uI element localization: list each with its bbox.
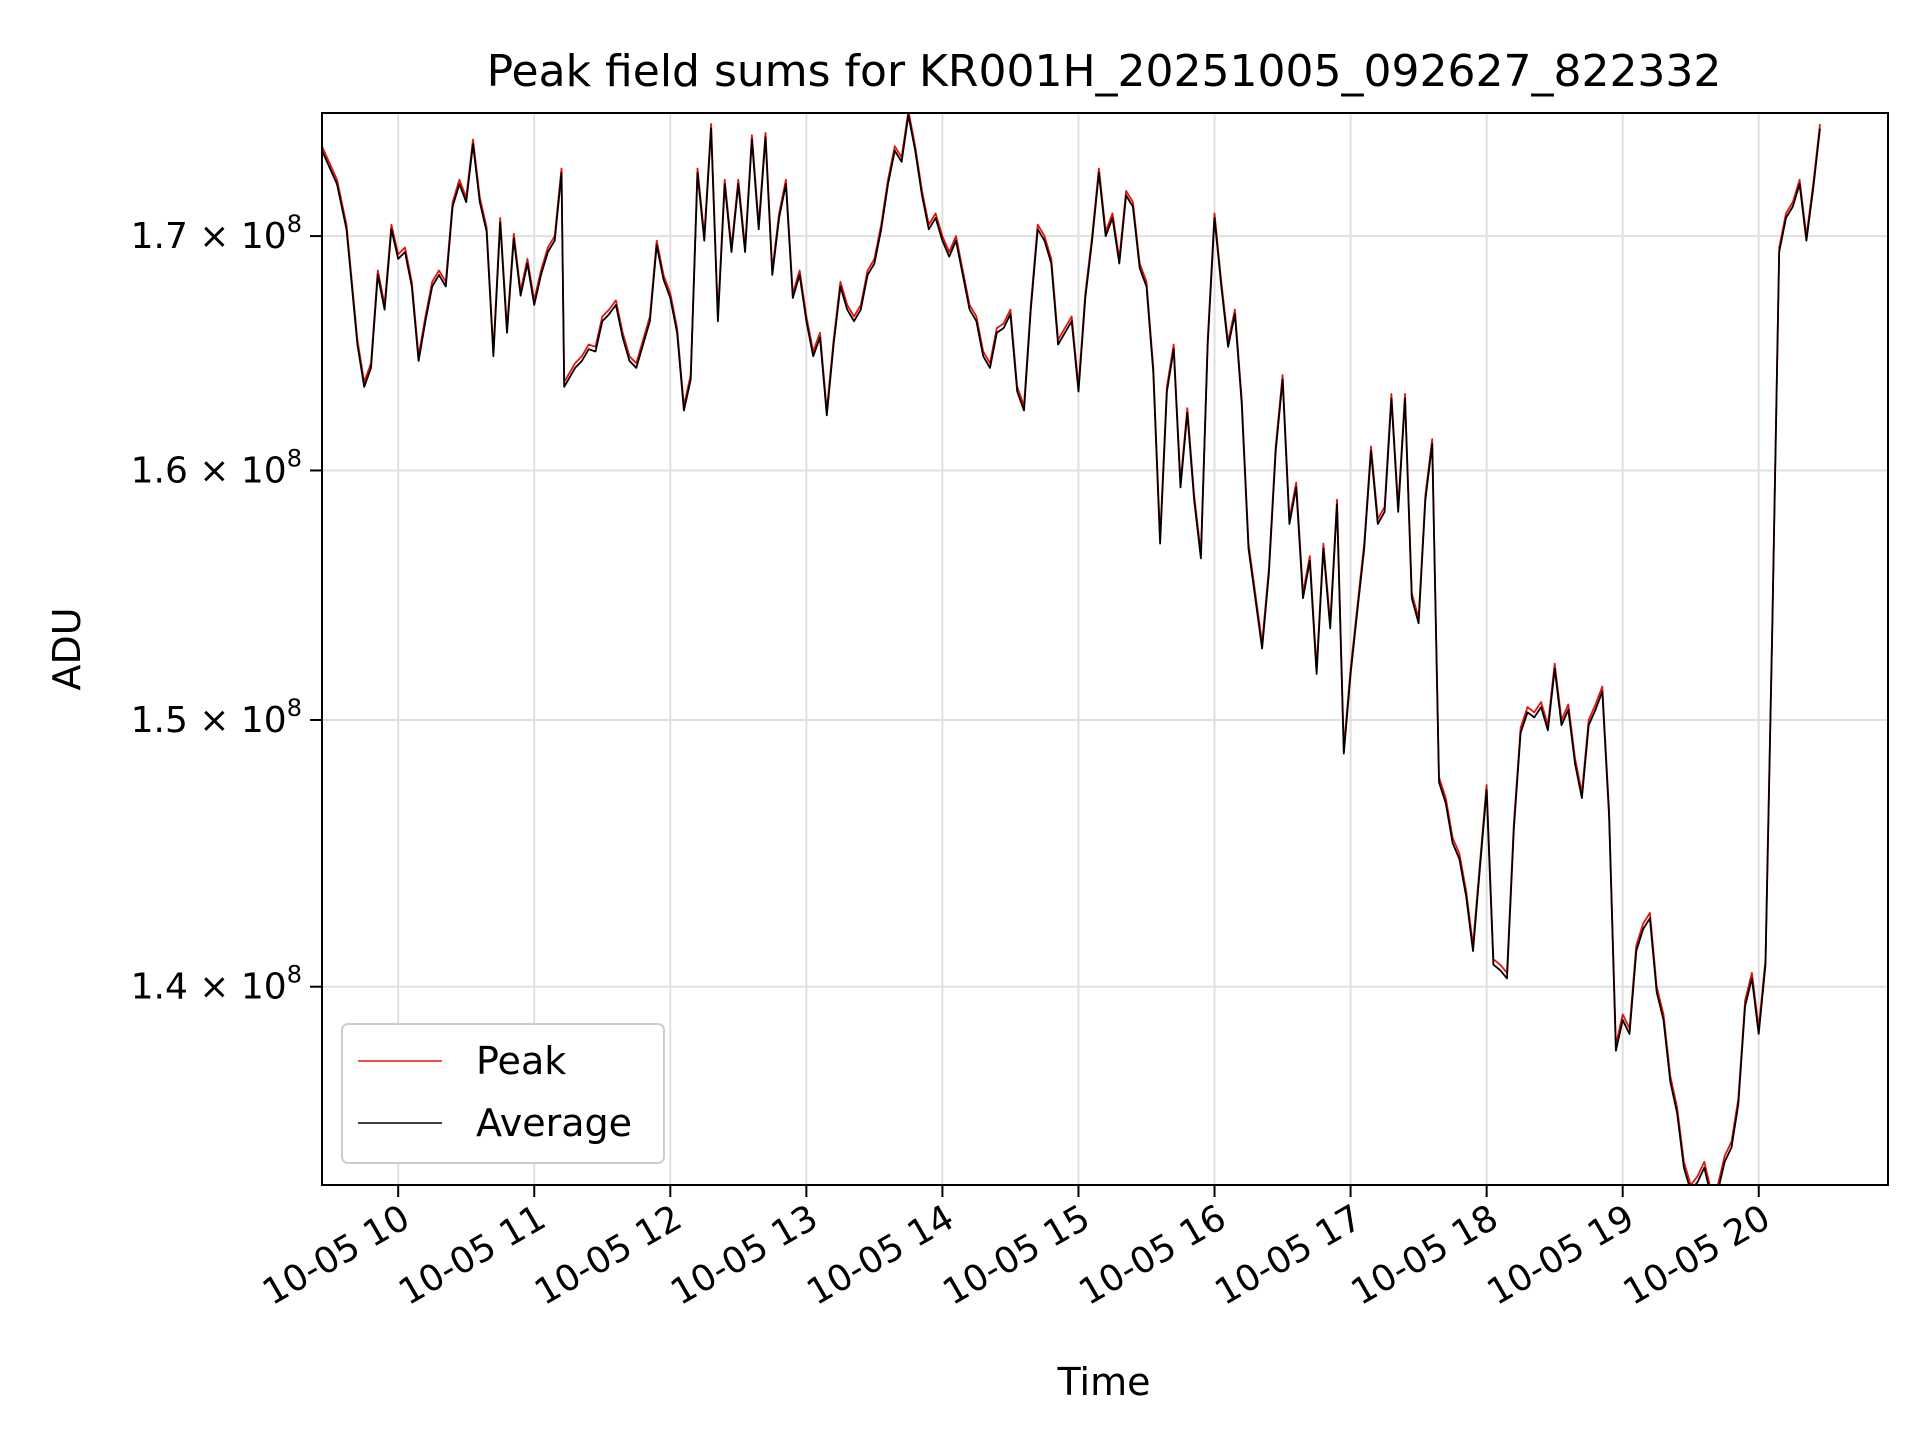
series-line-average <box>322 114 1821 1185</box>
legend-label-average: Average <box>476 1101 632 1145</box>
legend: Peak Average <box>341 1023 665 1164</box>
plot-frame <box>321 112 1889 1186</box>
legend-label-peak: Peak <box>476 1039 566 1083</box>
y-tick-label: 1.7 × 108 <box>131 210 302 257</box>
y-tick-label: 1.4 × 108 <box>131 961 302 1008</box>
x-axis-label: Time <box>1057 1360 1151 1404</box>
legend-box <box>341 1023 665 1164</box>
chart-title: Peak field sums for KR001H_20251005_0926… <box>487 46 1722 97</box>
y-axis-label: ADU <box>45 607 89 690</box>
y-axis-ticks: 1.4 × 108 1.5 × 108 1.6 × 108 1.7 × 108 <box>131 210 322 1008</box>
y-tick-label: 1.6 × 108 <box>131 444 302 491</box>
y-tick-label: 1.5 × 108 <box>131 694 302 741</box>
series-lines <box>322 113 1821 1185</box>
